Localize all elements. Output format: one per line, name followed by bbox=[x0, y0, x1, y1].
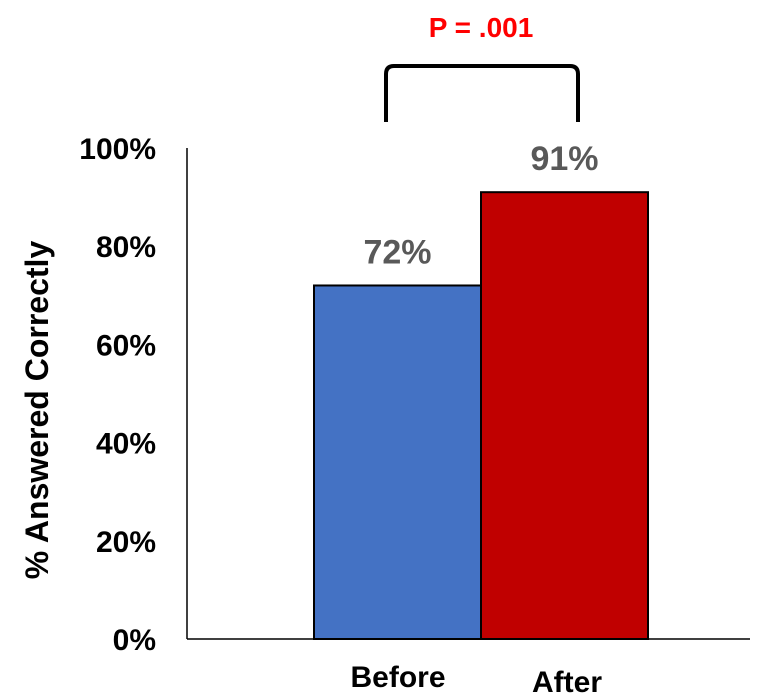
y-tick-label: 80% bbox=[96, 231, 156, 264]
category-label: After bbox=[532, 666, 602, 699]
bars bbox=[313, 191, 649, 640]
bar-after bbox=[480, 191, 649, 640]
category-labels: Before After bbox=[350, 661, 602, 699]
bar-before bbox=[313, 284, 482, 640]
significance-label: P = .001 bbox=[429, 12, 534, 43]
y-tick-label: 60% bbox=[96, 329, 156, 362]
data-labels: 72% 91% bbox=[363, 140, 598, 271]
y-tick-label: 100% bbox=[79, 133, 156, 166]
y-tick-label: 20% bbox=[96, 526, 156, 559]
data-label: 91% bbox=[530, 140, 598, 178]
category-label: Before bbox=[350, 661, 445, 694]
y-axis-label: % Answered Correctly bbox=[19, 241, 55, 580]
significance-bracket bbox=[384, 64, 580, 122]
y-axis-ticks: 0% 20% 40% 60% 80% 100% bbox=[79, 133, 156, 657]
y-tick-label: 0% bbox=[113, 624, 156, 657]
y-tick-label: 40% bbox=[96, 428, 156, 461]
data-label: 72% bbox=[363, 233, 431, 271]
